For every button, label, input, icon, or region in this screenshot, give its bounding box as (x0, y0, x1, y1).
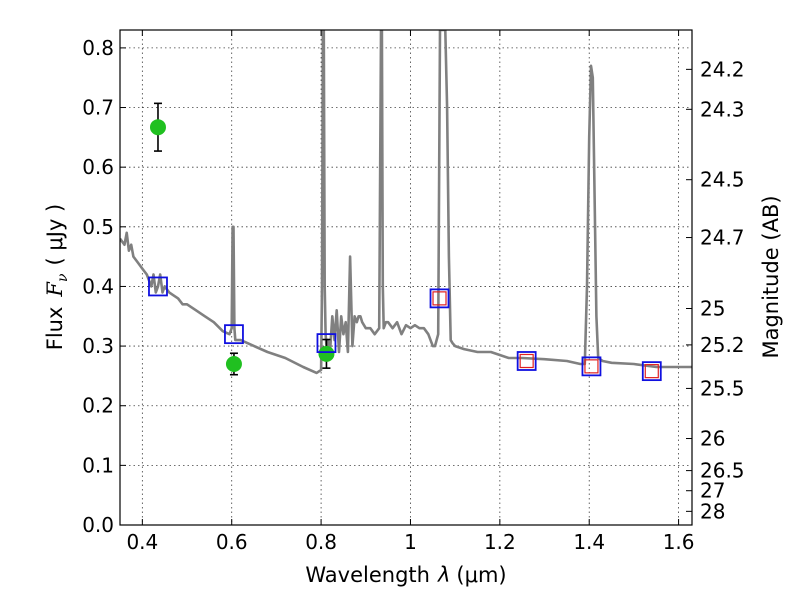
right-tick-label: 28 (700, 499, 725, 523)
model-square-inner (432, 291, 447, 306)
x-tick-label: 1.6 (663, 530, 695, 554)
x-tick-label: 0.6 (216, 530, 248, 554)
model-square-inner (584, 359, 599, 374)
observed-point (318, 345, 335, 362)
right-tick-label: 27 (700, 479, 725, 503)
x-axis-label: Wavelength λ (μm) (305, 563, 506, 587)
x-tick-label: 0.4 (126, 530, 158, 554)
model-square (316, 333, 337, 354)
sed-line (120, 30, 692, 375)
plot-area (120, 30, 692, 382)
right-tick-label: 25.5 (700, 376, 745, 400)
y-tick-label: 0.4 (82, 274, 114, 298)
model-square-inner (644, 364, 659, 379)
y-tick-label: 0.0 (82, 513, 114, 537)
x-tick-label: 1.2 (484, 530, 516, 554)
y-tick-label: 0.8 (82, 36, 114, 60)
model-square (224, 324, 244, 345)
axes: 0.4 0.6 0.8 1 1.2 1.4 1.6 0.0 0.1 0.2 0.3 0.4 0.5 0.6… (82, 30, 745, 554)
right-tick-label: 24.5 (700, 168, 745, 192)
y-tick-label: 0.7 (82, 96, 114, 120)
right-tick-label: 25 (700, 297, 725, 321)
right-tick-label: 25.2 (700, 333, 745, 357)
right-tick-label: 26 (700, 427, 725, 451)
right-tick-label: 24.2 (700, 57, 745, 81)
x-tick-label: 1.4 (573, 530, 605, 554)
model-square (581, 356, 602, 377)
x-tick-label: 0.8 (305, 530, 337, 554)
grid (120, 30, 692, 526)
observed-point (149, 119, 166, 136)
y-tick-label: 0.5 (82, 215, 114, 239)
model-square (429, 288, 450, 309)
y-tick-label: 0.2 (82, 394, 114, 418)
model-square-inner (519, 353, 534, 369)
model-square (641, 361, 662, 382)
model-square (148, 276, 168, 297)
right-tick-label: 26.5 (700, 459, 745, 483)
y-tick-label: 0.1 (82, 453, 114, 477)
right-tick-label: 24.3 (700, 97, 745, 121)
y-tick-label: 0.6 (82, 155, 114, 179)
x-tick-label: 1 (404, 530, 417, 554)
y-tick-label: 0.3 (82, 334, 114, 358)
plot-frame (119, 29, 693, 526)
y-axis-label: FluxFν( μJy ) (43, 204, 71, 350)
right-tick-label: 24.7 (700, 226, 745, 250)
model-square (516, 351, 537, 371)
observed-point (225, 355, 242, 372)
right-axis-label: Magnitude (AB) (759, 195, 783, 358)
